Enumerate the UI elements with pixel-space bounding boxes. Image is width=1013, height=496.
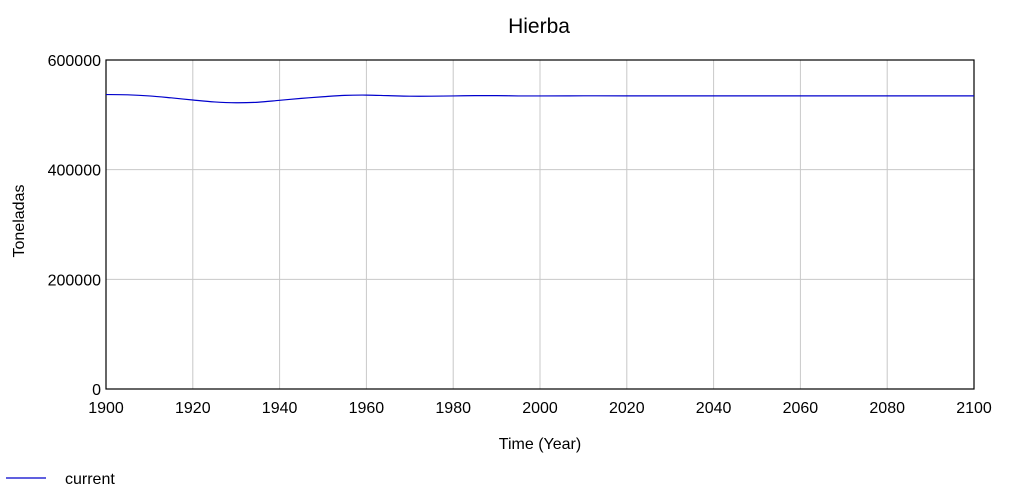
y-tick-label: 400000 xyxy=(48,163,101,180)
x-tick-label: 2080 xyxy=(869,400,905,417)
legend: current xyxy=(6,471,115,488)
x-tick-label: 1900 xyxy=(88,400,124,417)
x-tick-label: 2000 xyxy=(522,400,558,417)
y-tick-label: 0 xyxy=(92,382,101,399)
x-tick-label: 1920 xyxy=(175,400,211,417)
x-tick-labels: 1900 1920 1940 1960 1980 2000 2020 2040 2060 2080… xyxy=(88,400,992,417)
y-axis-label: Toneladas xyxy=(11,185,28,258)
x-tick-label: 1980 xyxy=(435,400,471,417)
x-tick-label: 1960 xyxy=(349,400,385,417)
x-tick-label: 2020 xyxy=(609,400,645,417)
series-line-current xyxy=(105,93,974,104)
x-tick-label: 1940 xyxy=(262,400,298,417)
chart-title: Hierba xyxy=(508,15,570,38)
y-tick-labels: 0 200000 400000 600000 xyxy=(48,53,101,399)
series-layer xyxy=(105,93,974,104)
x-tick-label: 2040 xyxy=(696,400,732,417)
plot-frame xyxy=(105,59,975,390)
y-tick-label: 600000 xyxy=(48,53,101,70)
x-axis-label: Time (Year) xyxy=(499,436,581,453)
legend-label-current: current xyxy=(65,471,115,488)
y-tick-label: 200000 xyxy=(48,272,101,289)
x-tick-label: 2060 xyxy=(783,400,819,417)
grid xyxy=(105,59,975,390)
x-tick-label: 2100 xyxy=(956,400,992,417)
